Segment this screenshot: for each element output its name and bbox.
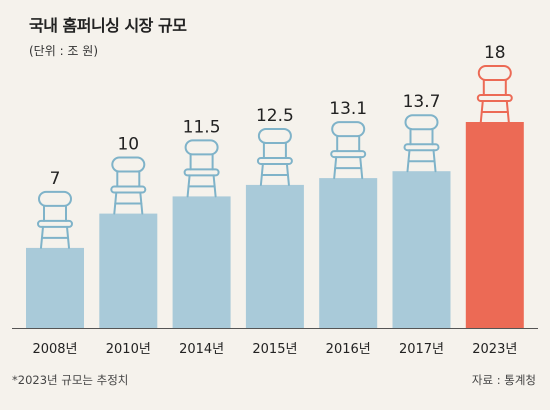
category-label: 2014년: [179, 342, 224, 357]
category-label: 2008년: [32, 342, 77, 357]
chair-icon: [476, 65, 513, 123]
chair-icon: [37, 190, 73, 249]
chair-icon: [256, 127, 293, 186]
chair-icon: [183, 139, 220, 198]
estimate-footnote: *2023년 규모는 추정치: [12, 373, 129, 387]
unit-label: (단위 : 조 원): [29, 44, 99, 58]
value-label: 13.1: [329, 99, 367, 119]
bar: [465, 122, 524, 328]
value-label: 18: [484, 43, 506, 63]
chart-title: 국내 홈퍼니싱 시장 규모: [29, 16, 187, 35]
value-label: 12.5: [256, 106, 294, 126]
bar: [392, 171, 451, 328]
category-label: 2010년: [106, 342, 151, 357]
chair-icon: [403, 114, 440, 173]
bar: [319, 178, 378, 328]
value-label: 13.7: [403, 92, 441, 112]
category-label: 2023년: [472, 342, 517, 357]
value-label: 10: [117, 135, 139, 155]
category-label: 2017년: [399, 342, 444, 357]
bar: [172, 196, 231, 328]
source-label: 자료 : 통계청: [471, 373, 536, 387]
category-label: 2015년: [252, 342, 297, 357]
category-label: 2016년: [326, 342, 371, 357]
bar: [99, 213, 158, 328]
bar: [26, 247, 84, 328]
value-label: 7: [50, 169, 61, 189]
bar: [245, 184, 304, 328]
chair-icon: [110, 156, 147, 215]
chair-icon: [330, 121, 367, 180]
value-label: 11.5: [183, 117, 221, 137]
